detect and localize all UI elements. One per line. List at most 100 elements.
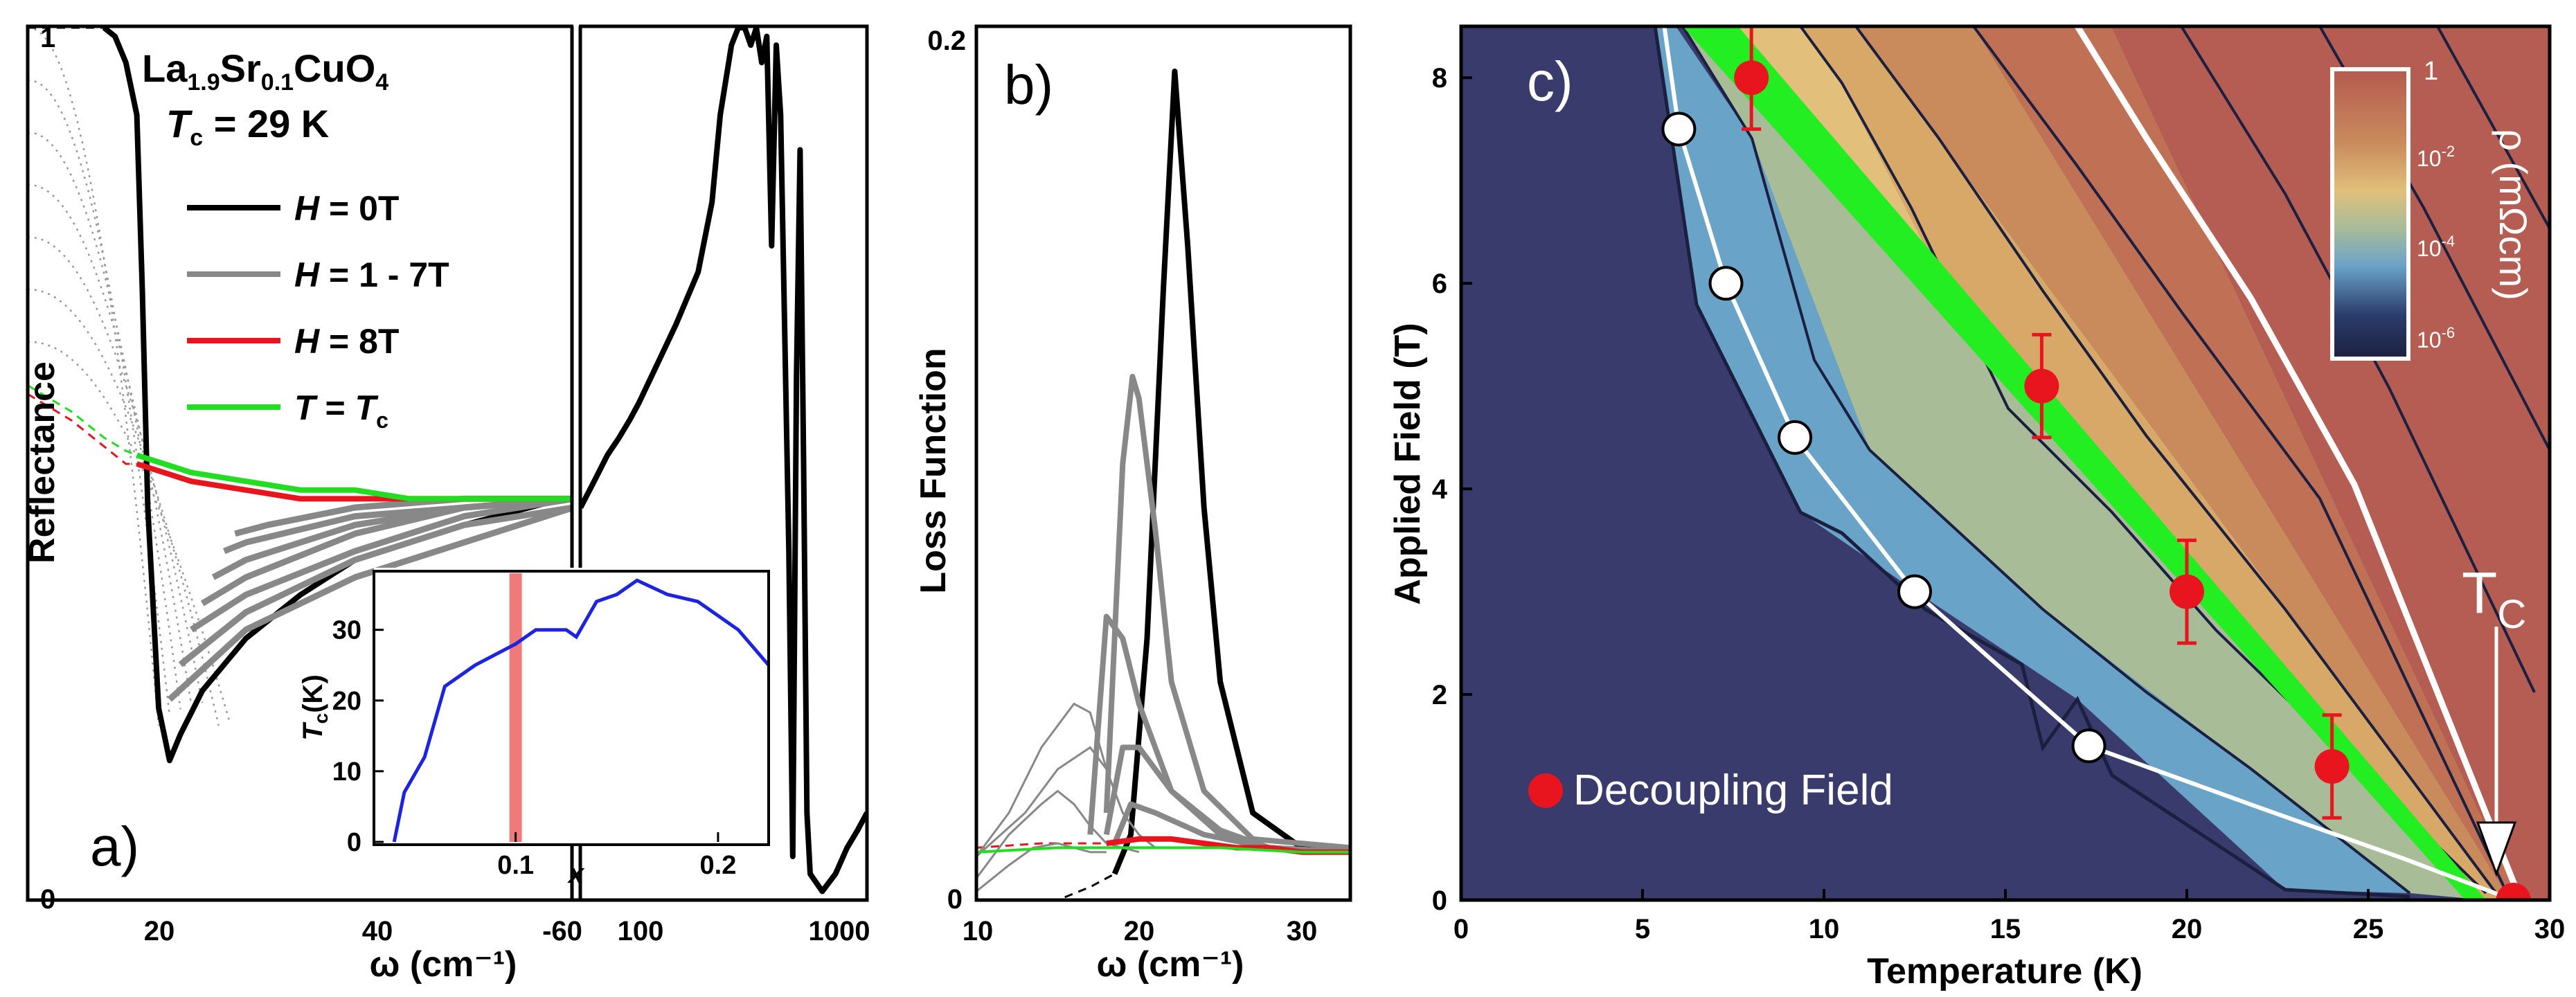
x-tick-label: 0 [1454,914,1469,944]
inset-x-tick: 0.2 [700,851,737,880]
inset-y-tick: 20 [332,687,361,716]
decoupling-point [2496,883,2531,900]
contour-line [1653,26,2410,899]
legend: H = 0T H = 1 - 7T H = 8T T = Tc [187,189,449,433]
series-line-t-tc [136,452,573,502]
series-line-h-1-7t-thin- [976,842,1107,892]
x-tick-label: 25 [2353,914,2384,944]
legend-label: Decoupling Field [1573,766,1893,814]
tc-marker: TC [2462,560,2526,877]
inset-tc-vs-doping: 0.1 0.2 0 10 20 30 x Tc(K) [298,568,770,889]
y-tick-label: 8 [1432,63,1447,93]
series-line-t-tc [976,846,1350,854]
legend-marker [1528,773,1563,808]
y-tick-label: 0 [1432,886,1447,916]
legend-label: H = 8T [294,322,399,361]
series-line-h-1-7t [189,495,573,633]
dotted-curve [28,183,193,706]
legend-label: H = 1 - 7T [294,255,449,294]
x-tick-label: 1000 [809,916,870,946]
series-0T-dashed [1053,872,1116,900]
series-line-h-1-7t [178,504,573,667]
inset-frame [373,570,770,846]
x-tick-label: 5 [1635,914,1650,944]
inset-x-label: x [567,859,585,889]
inset-y-tick: 0 [347,828,361,857]
x-tick-label: 10 [1809,914,1840,944]
axis-break [573,22,579,57]
y-tick-label: 4 [1432,474,1448,505]
series-line-h-1-7t-bold- [1103,374,1350,851]
series-Tc-dashed [28,384,138,456]
colorbar-tick: 10-6 [2417,324,2455,352]
decoupling-point [1734,60,1769,96]
x-tick-label: 10 [963,916,994,946]
panel-c: 0 5 10 15 20 25 30 0 2 4 6 8 Temperature (K) Appli… [1388,24,2566,991]
hc2-point [2071,728,2107,764]
colorbar-tick: 1 [2424,57,2438,86]
y-axis-title: Reflectance [22,361,62,564]
colorbar-tick: 10-4 [2417,233,2455,261]
panel-a-frame [26,24,869,902]
colorbar-tick: 10-2 [2417,143,2455,171]
heatmap-region [1856,26,2510,900]
dotted-curve [28,131,181,710]
heatmap-region [1655,26,2410,893]
decoupling-point [2314,748,2350,784]
dotted-curve [28,79,171,717]
inset-y-label: Tc(K) [298,674,332,741]
inset-x-tick: 0.1 [497,851,534,880]
x-tick-label: 30 [1287,916,1318,946]
legend-label: T = Tc [294,388,388,433]
x-axis-title: ω (cm⁻¹) [370,944,517,985]
panel-b: 0 0.2 10 20 30 Loss Function ω (cm⁻¹) b) [913,24,1352,985]
y-tick-label: 2 [1432,680,1447,710]
tc-label: TC [2462,560,2526,637]
series-line-h-0t-high-frequency [579,28,867,895]
series-line-h-1-7t [223,495,573,555]
dotted-curve [28,236,204,703]
series-line-h-1-7t-thin- [976,790,1140,879]
hc2-point [1661,111,1697,147]
contour-line [1972,26,2512,900]
colorbar-gradient [2330,67,2410,361]
x-tick-label: 20 [1124,916,1155,946]
panel-label: a) [90,816,139,877]
y-tick-label: 0 [947,884,963,915]
colorbar-label: ρ (mΩcm) [2492,129,2535,300]
x-tick-label: 15 [1990,914,2021,944]
panel-label: c) [1527,51,1573,112]
x-tick-label: 100 [618,916,664,946]
y-tick-label: 6 [1432,269,1447,299]
sample-annotation: La1.9Sr0.1CuO4 Tc = 29 K [142,46,388,151]
hc2-point [1708,266,1744,301]
panel-label: b) [1004,54,1053,116]
decoupling-band [1683,26,2486,900]
x-tick-label: 40 [362,916,393,946]
y-tick-label: 0 [40,884,55,915]
heatmap-region [1800,26,2501,900]
y-tick-label: 1 [40,23,55,53]
contour-line [2436,26,2550,229]
inset-highlight-band [509,573,522,842]
series-8T-dashed [28,393,137,465]
inset-y-tick: 10 [332,757,361,787]
x-tick-label: 30 [2534,914,2566,944]
decoupling-point [2170,574,2204,609]
resistivity-contour-white [2075,26,2524,900]
legend-label: H = 0T [294,189,399,228]
legend: Decoupling Field [1528,766,1893,814]
x-axis-title: ω (cm⁻¹) [1097,944,1244,985]
x-tick-label: -60 [542,916,582,946]
dotted-curve [28,288,220,726]
contour-line [1681,26,2411,895]
tc-arrow-head [2476,821,2517,877]
compound-formula: La1.9Sr0.1CuO4 [142,46,388,96]
y-axis-title: Applied Field (T) [1388,323,1428,604]
heatmap-region [1974,26,2521,900]
series-8T-dashed [976,842,1107,849]
series-line-h-1-7t-thin- [976,746,1156,858]
panel-b-frame [974,24,1352,902]
x-tick-label: 20 [2172,914,2203,944]
